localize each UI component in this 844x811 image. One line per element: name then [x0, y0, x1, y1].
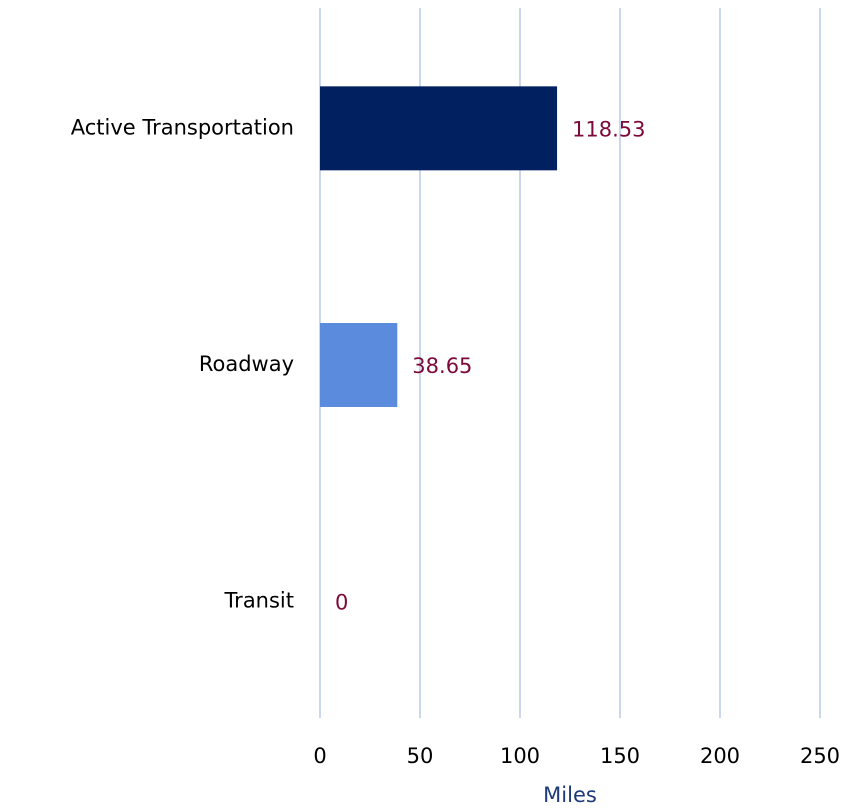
bar: [320, 86, 558, 171]
x-tick-label: 150: [600, 744, 640, 768]
x-tick-label: 0: [313, 744, 326, 768]
x-tick-label: 200: [700, 744, 740, 768]
data-label: 118.53: [572, 117, 645, 141]
data-label: 0: [335, 591, 348, 615]
x-tick-label: 100: [500, 744, 540, 768]
y-tick-label: Active Transportation: [71, 115, 294, 139]
data-label: 38.65: [412, 354, 472, 378]
x-tick-label: 50: [407, 744, 434, 768]
x-tick-label: 250: [800, 744, 840, 768]
y-tick-label: Transit: [223, 589, 294, 613]
x-axis-label: Miles: [543, 783, 597, 807]
bar: [320, 323, 398, 407]
y-tick-label: Roadway: [199, 352, 294, 376]
